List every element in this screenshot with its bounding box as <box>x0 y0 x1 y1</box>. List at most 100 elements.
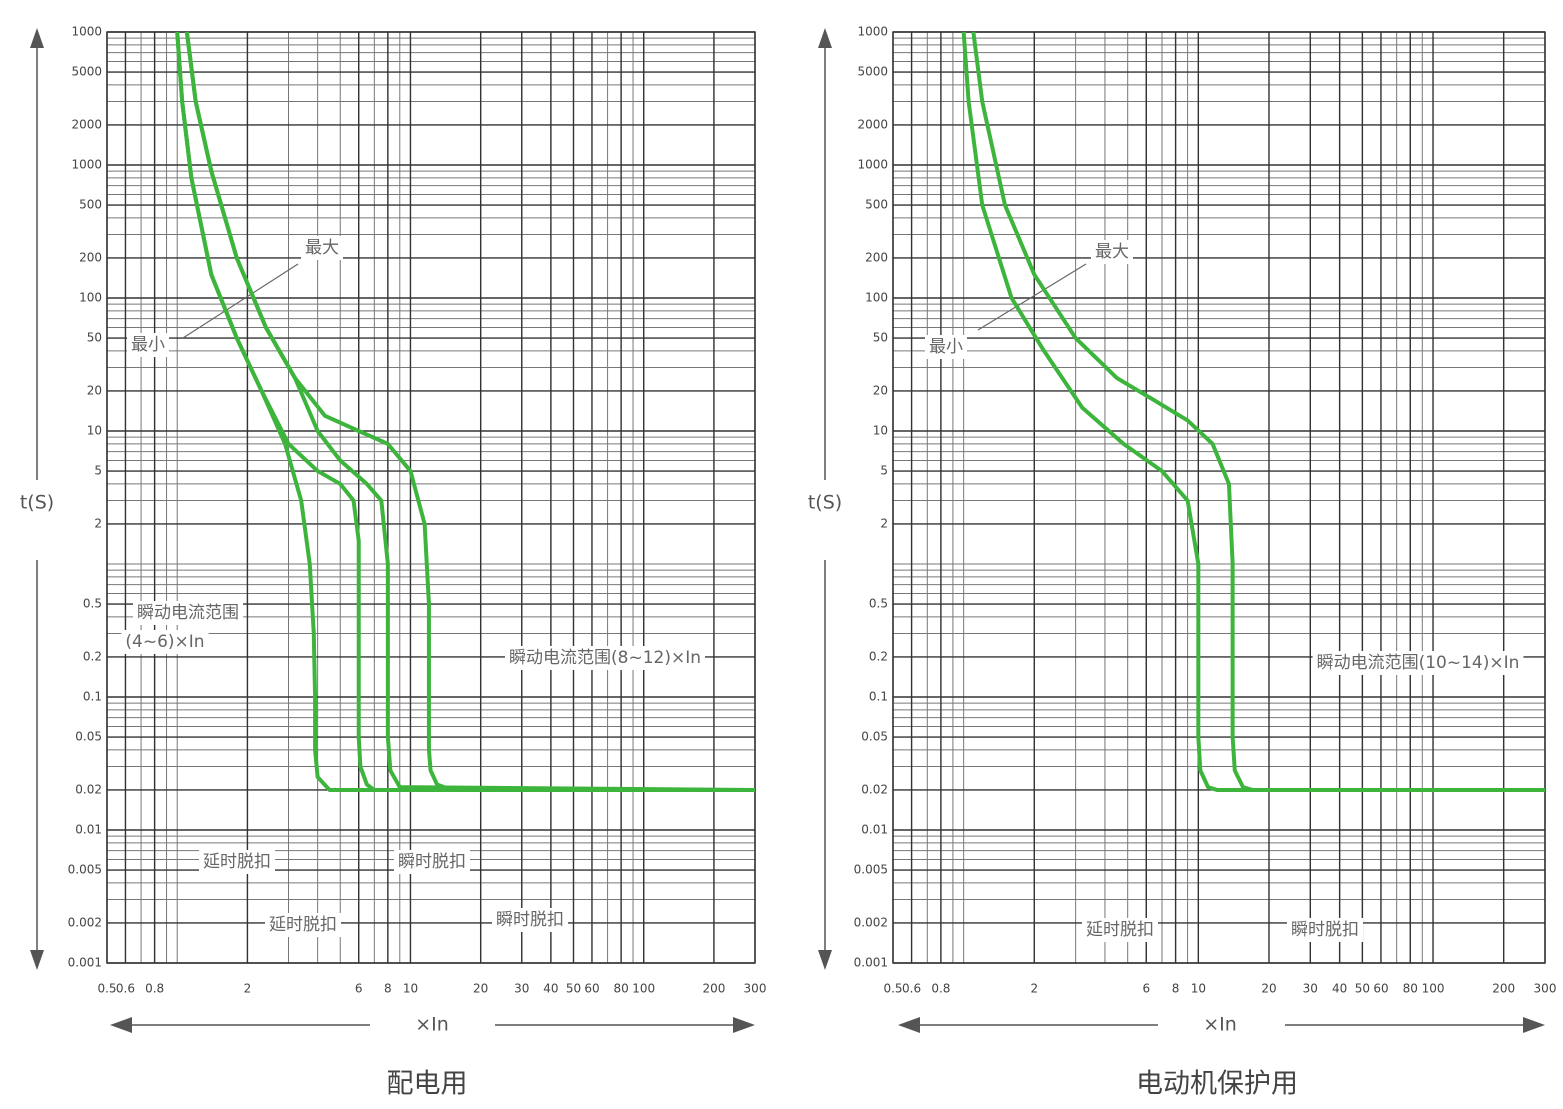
x-tick-label: 0.5 <box>883 982 902 996</box>
x-tick-label: 0.8 <box>145 982 164 996</box>
y-tick-label: 2 <box>880 516 888 530</box>
annotation: (4~6)×In <box>125 632 204 652</box>
y-tick-label: 0.1 <box>83 690 102 704</box>
y-tick-label: 0.02 <box>861 782 888 796</box>
y-tick-label: 200 <box>865 250 888 264</box>
chart-title: 配电用 <box>387 1069 468 1100</box>
label-bg <box>492 908 568 932</box>
curve <box>961 31 1545 792</box>
chart-title: 电动机保护用 <box>1136 1069 1298 1100</box>
arrow-head <box>898 1017 920 1033</box>
y-tick-label: 10 <box>873 424 888 438</box>
label-bg <box>1082 918 1158 942</box>
y-tick-label: 2000 <box>71 117 102 131</box>
x-tick-label: 2 <box>244 982 252 996</box>
y-tick-label: 0.002 <box>68 915 102 929</box>
x-tick-label: 0.8 <box>931 982 950 996</box>
y-tick-label: 200 <box>79 250 102 264</box>
x-tick-label: 6 <box>1142 982 1150 996</box>
chart: 0.5 0.6 0.8 2 6 8 10 20 30 40 50 60 80 100 200 30010005… <box>20 25 767 1100</box>
y-tick-label: 0.01 <box>75 823 102 837</box>
arrow-head <box>30 950 44 970</box>
x-tick-label: 40 <box>543 982 558 996</box>
annotation: 延时脱扣 <box>1086 920 1154 940</box>
x-tick-label: 60 <box>1373 982 1388 996</box>
y-axis-label: t(S) <box>808 492 842 514</box>
y-tick-label: 0.001 <box>854 956 888 970</box>
label-bg <box>925 335 967 359</box>
annotation: 瞬时脱扣 <box>1291 920 1359 940</box>
x-tick-label: 50 <box>566 982 581 996</box>
annotation: 最小 <box>929 337 963 357</box>
y-tick-label: 100 <box>865 291 888 305</box>
annotation: 瞬动电流范围(8~12)×In <box>509 648 701 668</box>
curve <box>175 31 755 792</box>
x-tick-label: 60 <box>584 982 599 996</box>
y-tick-label: 0.2 <box>83 649 102 663</box>
x-tick-label: 40 <box>1332 982 1347 996</box>
x-tick-label: 200 <box>1492 982 1515 996</box>
arrow-head <box>1523 1017 1545 1033</box>
annotation: 瞬动电流范围 <box>137 603 239 623</box>
plot-border <box>106 31 756 964</box>
y-tick-label: 100 <box>79 291 102 305</box>
y-tick-label: 0.002 <box>854 915 888 929</box>
y-tick-label: 50 <box>873 331 888 345</box>
leader-line <box>182 263 299 339</box>
y-tick-label: 2000 <box>857 117 888 131</box>
arrow-head <box>733 1017 755 1033</box>
label-bg <box>127 333 169 357</box>
x-tick-label: 20 <box>1261 982 1276 996</box>
y-tick-label: 5000 <box>71 65 102 79</box>
y-tick-label: 0.05 <box>75 730 102 744</box>
y-tick-label: 1000 <box>857 158 888 172</box>
x-tick-label: 2 <box>1030 982 1038 996</box>
x-tick-label: 30 <box>514 982 529 996</box>
annotation: 瞬时脱扣 <box>398 852 466 872</box>
y-tick-label: 0.5 <box>869 597 888 611</box>
arrow-head <box>110 1017 132 1033</box>
y-tick-label: 0.005 <box>854 863 888 877</box>
x-axis-label: ×In <box>415 1014 449 1036</box>
arrow-head <box>818 950 832 970</box>
y-tick-label: 20 <box>873 383 888 397</box>
x-tick-label: 20 <box>473 982 488 996</box>
x-tick-label: 80 <box>1403 982 1418 996</box>
y-tick-label: 2 <box>94 516 102 530</box>
x-tick-label: 0.6 <box>902 982 921 996</box>
y-tick-label: 0.1 <box>869 690 888 704</box>
label-bg <box>394 850 470 874</box>
label-bg <box>1287 918 1363 942</box>
y-tick-label: 500 <box>865 198 888 212</box>
y-tick-label: 0.02 <box>75 782 102 796</box>
y-tick-label: 0.5 <box>83 597 102 611</box>
label-bg <box>1091 240 1133 264</box>
y-tick-label: 0.2 <box>869 649 888 663</box>
x-tick-label: 6 <box>355 982 363 996</box>
y-tick-label: 50 <box>87 331 102 345</box>
x-tick-label: 100 <box>1422 982 1445 996</box>
x-tick-label: 300 <box>1534 982 1557 996</box>
x-tick-label: 0.5 <box>97 982 116 996</box>
x-tick-label: 8 <box>1172 982 1180 996</box>
label-bg <box>505 646 705 670</box>
x-axis-label: ×In <box>1203 1014 1237 1036</box>
annotation: 瞬动电流范围(10~14)×In <box>1317 653 1520 673</box>
annotation: 最大 <box>1095 242 1129 262</box>
label-bg <box>199 850 275 874</box>
leader-line <box>977 263 1087 331</box>
y-tick-label: 5 <box>94 464 102 478</box>
y-tick-label: 1000 <box>71 158 102 172</box>
x-tick-label: 80 <box>613 982 628 996</box>
x-tick-label: 100 <box>632 982 655 996</box>
x-tick-label: 300 <box>744 982 767 996</box>
label-bg <box>133 601 243 625</box>
x-tick-label: 8 <box>384 982 392 996</box>
y-tick-label: 5000 <box>857 65 888 79</box>
y-tick-label: 0.001 <box>68 956 102 970</box>
x-tick-label: 30 <box>1303 982 1318 996</box>
curve <box>184 31 755 792</box>
label-bg <box>301 236 343 260</box>
annotation: 最小 <box>131 335 165 355</box>
